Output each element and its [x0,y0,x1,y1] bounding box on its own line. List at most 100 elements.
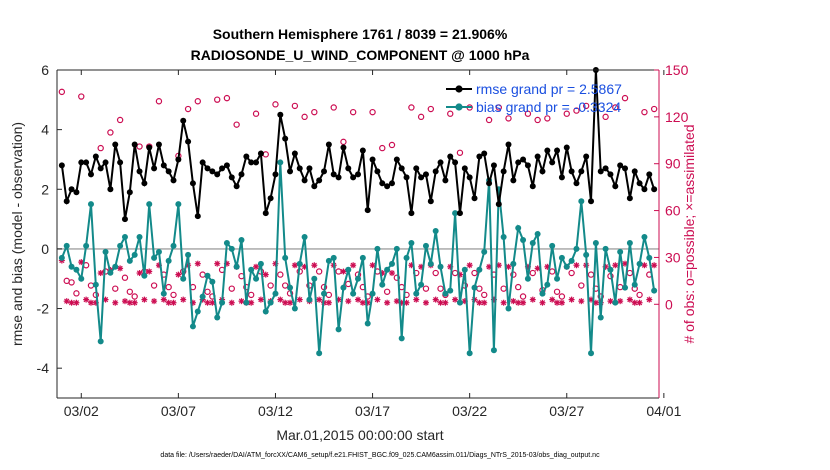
bias-point [578,198,585,205]
bias-point [350,290,357,297]
bias-point [388,260,395,267]
rmse-point [321,168,328,175]
bias-point [539,290,546,297]
rmse-point [471,195,478,202]
possible-obs-point [223,94,231,102]
bias-point [481,248,488,255]
rmse-point [311,183,318,190]
bias-point [510,260,517,267]
rmse-point [175,156,182,163]
assimilated-obs-point [117,265,124,272]
assimilated-obs-point [442,299,449,306]
possible-obs-point [330,104,337,111]
assimilated-obs-point [73,299,80,306]
y-tick-label-right: 120 [665,109,689,125]
possible-obs-point [582,102,590,110]
assimilated-obs-point [262,271,269,278]
assimilated-obs-point [296,296,303,303]
bias-point [393,245,400,252]
assimilated-obs-point [384,299,391,306]
bias-point [170,242,177,249]
bias-point [185,251,192,258]
rmse-point [282,135,289,142]
rmse-point [495,201,502,208]
rmse-point [126,189,133,196]
rmse-point [214,171,221,178]
rmse-point [393,156,400,163]
assimilated-obs-point [112,299,119,306]
y-tick-label-right: 90 [665,156,681,172]
bias-point [558,254,565,261]
bias-point [112,263,119,270]
rmse-point [131,141,138,148]
possible-obs-point [602,113,609,121]
rmse-point [524,162,531,169]
possible-obs-point [277,271,284,278]
possible-obs-point [126,288,134,295]
bias-point [335,326,342,333]
assimilated-obs-point [102,296,109,303]
assimilated-obs-point [253,263,260,270]
rmse-point [136,168,143,175]
x-tick-label: 03/02 [64,403,99,419]
possible-obs-point [408,104,415,111]
bias-point [228,245,235,252]
rmse-point [597,168,604,175]
rmse-point [243,153,250,160]
rmse-point [267,195,274,202]
assimilated-obs-point [146,268,153,275]
possible-obs-point [165,283,172,291]
data-file-footer: data file: /Users/raeder/DAI/ATM_forcXX/… [160,452,600,459]
rmse-point [476,153,483,160]
rmse-point [170,177,177,184]
x-tick-label: 03/07 [161,403,196,419]
bias-point [369,290,376,297]
rmse-point [257,150,264,157]
rmse-point [539,168,546,175]
rmse-point [359,147,366,154]
possible-obs-point [247,291,255,299]
axis-ticks: 03/02 03/07 03/12 03/17 03/22 03/27 04/01 -4 -2 0… [37,62,689,419]
possible-obs-point [170,291,177,299]
bias-point [267,299,274,306]
bias-point [92,281,99,288]
legend-bias-marker [455,103,463,111]
rmse-point [306,165,313,172]
assimilated-obs-point [316,296,323,303]
bias-point [102,248,109,255]
bias-point [529,239,536,246]
possible-obs-point [597,293,604,300]
possible-obs-point [131,293,138,300]
possible-obs-point [524,110,532,117]
assimilated-obs-point [214,260,221,267]
possible-obs-point [422,285,430,292]
possible-obs-point [568,269,575,277]
bias-point [68,263,75,270]
possible-obs-point [388,141,396,149]
possible-obs-point [558,293,566,300]
assimilated-obs-point [291,262,298,269]
y-tick-label-right: 30 [665,249,681,265]
bias-point [374,245,381,252]
possible-obs-point [311,108,318,116]
rmse-point [296,165,303,172]
rmse-point [568,168,575,175]
assimilated-obs-point [311,262,318,269]
bias-point [471,284,478,291]
y-tick-label: -4 [37,360,50,376]
bias-point [87,201,94,208]
rmse-point [544,147,551,154]
rmse-point [403,174,410,181]
possible-obs-point [515,283,522,291]
bias-point [447,287,454,294]
rmse-point [199,159,206,166]
assimilated-obs-point [539,299,546,306]
bias-point [355,275,361,282]
possible-obs-point [544,115,551,122]
bias-point [422,242,429,249]
rmse-point [160,162,167,169]
possible-obs-point [73,290,80,297]
bias-point [612,299,619,306]
rmse-point [466,174,473,181]
rmse-point [165,168,172,175]
